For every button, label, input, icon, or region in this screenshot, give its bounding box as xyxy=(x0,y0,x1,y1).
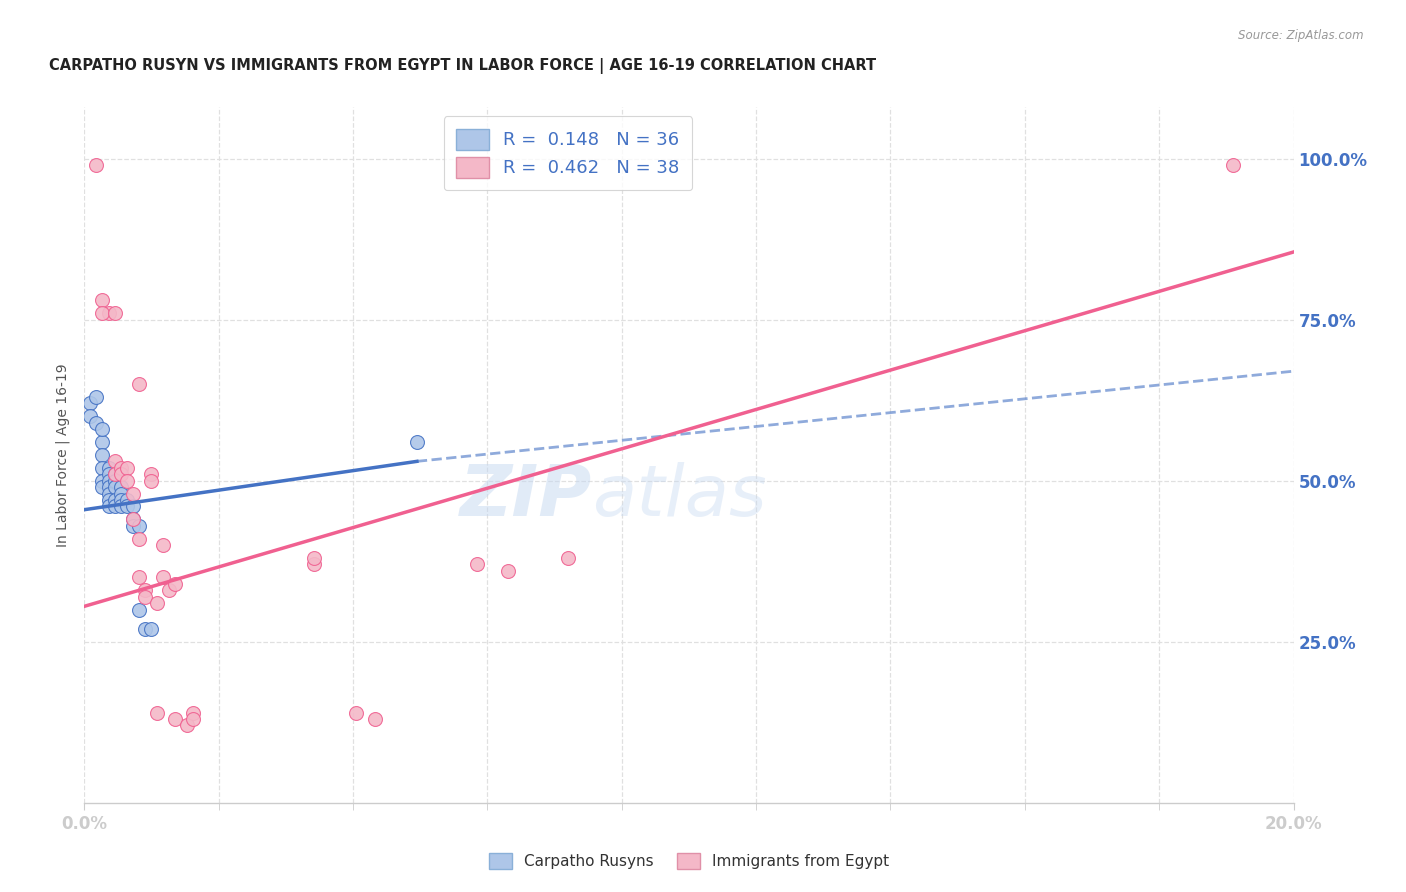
Point xyxy=(128,532,150,546)
Point xyxy=(115,493,138,508)
Point xyxy=(104,454,127,468)
Point xyxy=(104,467,127,482)
Point xyxy=(115,474,138,488)
Point xyxy=(139,467,162,482)
Point xyxy=(181,706,204,720)
Point xyxy=(97,500,120,514)
Point xyxy=(115,460,138,475)
Point xyxy=(128,518,150,533)
Point xyxy=(110,480,132,494)
Point xyxy=(1222,158,1244,172)
Point xyxy=(97,493,120,508)
Point xyxy=(104,467,127,482)
Point xyxy=(496,564,519,578)
Legend: Carpatho Rusyns, Immigrants from Egypt: Carpatho Rusyns, Immigrants from Egypt xyxy=(482,847,896,875)
Point xyxy=(557,551,579,566)
Point xyxy=(97,467,120,482)
Point xyxy=(121,500,143,514)
Point xyxy=(97,480,120,494)
Point xyxy=(152,570,174,584)
Text: ZIP: ZIP xyxy=(460,462,592,531)
Point xyxy=(139,474,162,488)
Point xyxy=(91,460,114,475)
Point xyxy=(302,558,325,572)
Legend: R =  0.148   N = 36, R =  0.462   N = 38: R = 0.148 N = 36, R = 0.462 N = 38 xyxy=(444,116,692,190)
Y-axis label: In Labor Force | Age 16-19: In Labor Force | Age 16-19 xyxy=(56,363,70,547)
Point xyxy=(110,500,132,514)
Point xyxy=(91,474,114,488)
Point xyxy=(181,712,204,726)
Text: Source: ZipAtlas.com: Source: ZipAtlas.com xyxy=(1239,29,1364,42)
Point xyxy=(115,500,138,514)
Point xyxy=(139,622,162,636)
Point xyxy=(104,306,127,320)
Point xyxy=(346,706,368,720)
Point xyxy=(110,460,132,475)
Text: atlas: atlas xyxy=(592,462,766,531)
Point xyxy=(110,493,132,508)
Point xyxy=(467,558,489,572)
Point xyxy=(91,448,114,462)
Point xyxy=(97,474,120,488)
Point xyxy=(110,467,132,482)
Point xyxy=(104,480,127,494)
Text: CARPATHO RUSYN VS IMMIGRANTS FROM EGYPT IN LABOR FORCE | AGE 16-19 CORRELATION C: CARPATHO RUSYN VS IMMIGRANTS FROM EGYPT … xyxy=(49,58,876,74)
Point xyxy=(86,158,108,172)
Point xyxy=(134,583,156,598)
Point xyxy=(91,422,114,436)
Point xyxy=(121,518,143,533)
Point xyxy=(86,416,108,430)
Point xyxy=(97,486,120,500)
Point xyxy=(302,551,325,566)
Point xyxy=(104,500,127,514)
Point xyxy=(128,602,150,616)
Point xyxy=(128,570,150,584)
Point xyxy=(91,435,114,450)
Point xyxy=(91,306,114,320)
Point xyxy=(121,512,143,526)
Point xyxy=(104,474,127,488)
Point xyxy=(165,712,187,726)
Point xyxy=(134,590,156,604)
Point xyxy=(134,622,156,636)
Point xyxy=(104,493,127,508)
Point xyxy=(128,377,150,392)
Point xyxy=(146,706,169,720)
Point xyxy=(91,480,114,494)
Point xyxy=(86,390,108,404)
Point xyxy=(91,293,114,308)
Point xyxy=(146,596,169,610)
Point xyxy=(165,576,187,591)
Point xyxy=(110,486,132,500)
Point xyxy=(363,712,385,726)
Point xyxy=(406,435,429,450)
Point xyxy=(79,396,101,410)
Point xyxy=(176,718,198,732)
Point xyxy=(97,306,120,320)
Point xyxy=(97,460,120,475)
Point xyxy=(157,583,180,598)
Point xyxy=(152,538,174,552)
Point xyxy=(121,486,143,500)
Point xyxy=(79,409,101,424)
Point xyxy=(121,512,143,526)
